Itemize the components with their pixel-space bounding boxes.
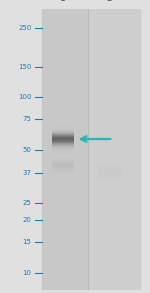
Text: 37: 37 (22, 170, 32, 176)
Text: 150: 150 (18, 64, 32, 69)
Bar (42, 9, 88, 290)
Text: 75: 75 (23, 116, 32, 122)
Text: 1: 1 (60, 0, 66, 3)
Text: 100: 100 (18, 94, 32, 100)
Text: 50: 50 (23, 147, 32, 153)
Bar (88, 9, 140, 290)
Text: 20: 20 (23, 217, 32, 223)
Text: 2: 2 (107, 0, 112, 3)
Text: 25: 25 (23, 200, 32, 206)
Text: 15: 15 (23, 239, 32, 245)
Text: 10: 10 (22, 270, 32, 276)
Text: 250: 250 (18, 25, 32, 30)
